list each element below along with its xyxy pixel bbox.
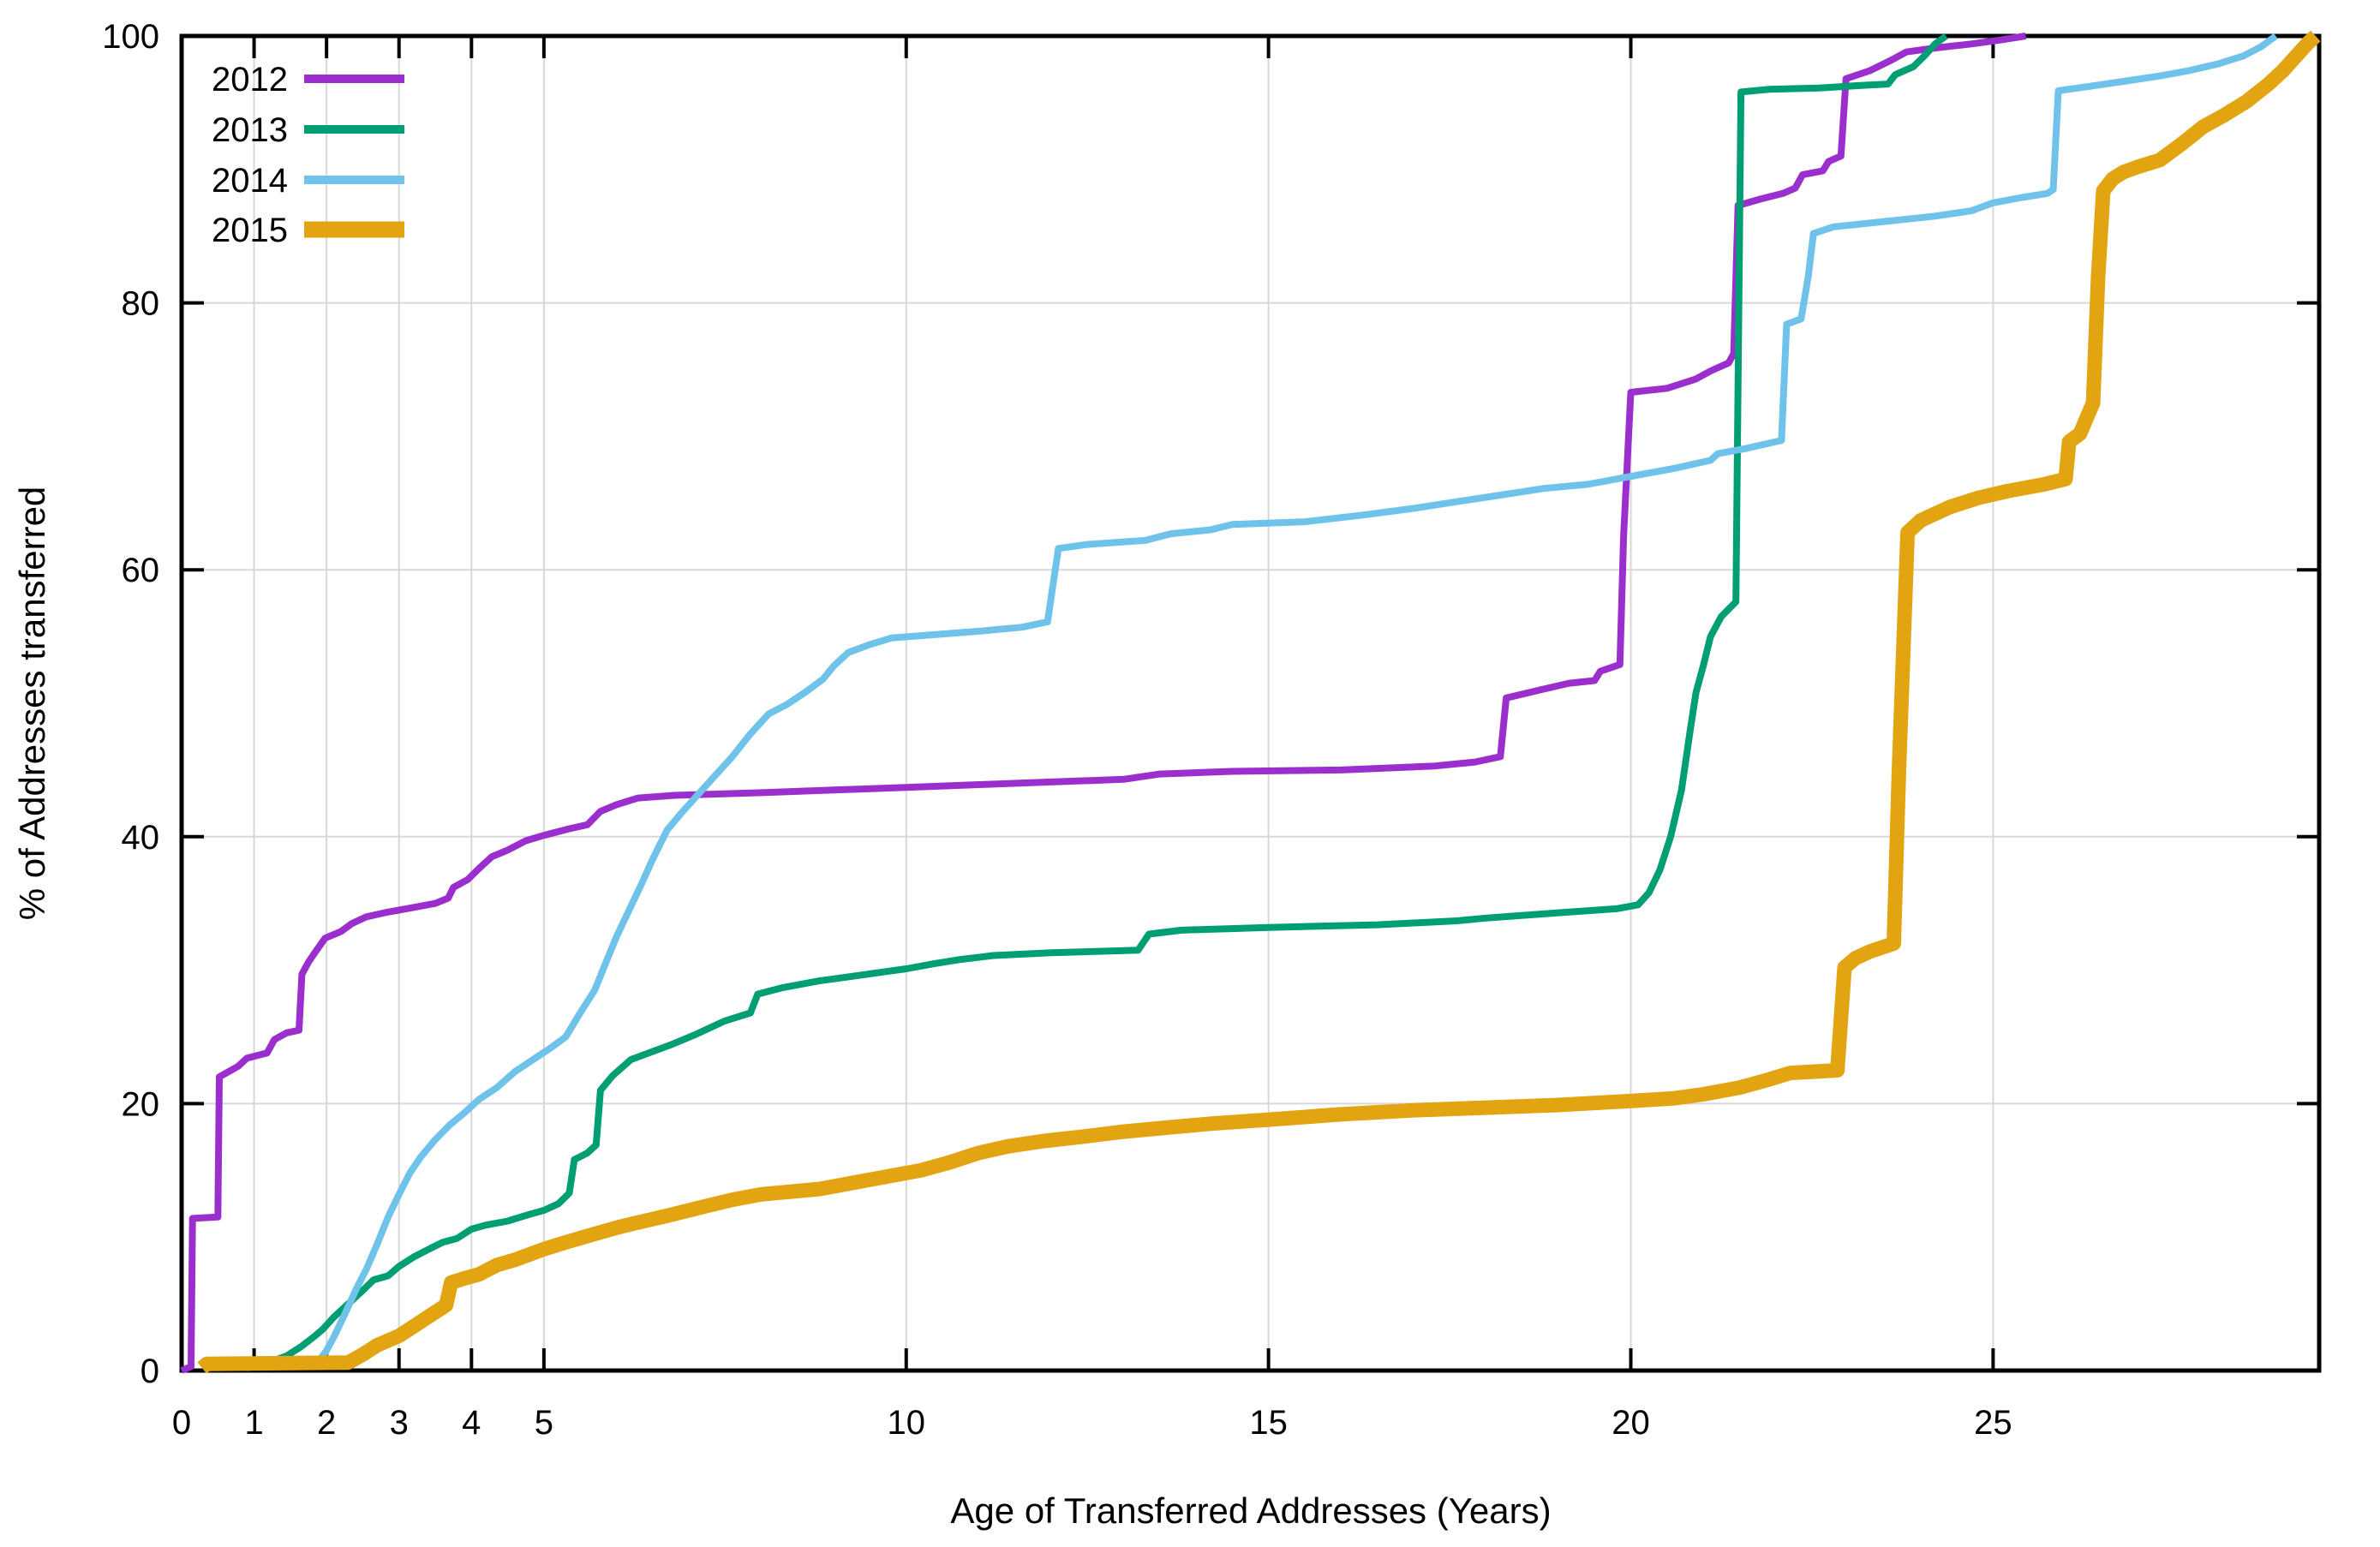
series-line-2013 [246, 33, 1948, 1371]
series-line-2015 [197, 30, 2321, 1374]
y-tick-label-60: 60 [122, 552, 160, 589]
legend-label-2014: 2014 [212, 162, 288, 200]
y-tick-label-100: 100 [102, 18, 159, 56]
y-tick-label-20: 20 [122, 1085, 160, 1123]
y-tick-label-80: 80 [122, 285, 160, 323]
series-line-2012 [180, 33, 2027, 1374]
x-tick-label-1: 1 [244, 1404, 263, 1442]
plot-frame [179, 33, 2322, 1373]
series-line-2014 [310, 33, 2278, 1371]
x-tick-label-3: 3 [390, 1404, 409, 1442]
x-tick-label-4: 4 [462, 1404, 481, 1442]
x-tick-label-10: 10 [888, 1404, 926, 1442]
legend: 2012 2013 2014 2015 [212, 61, 404, 249]
legend-entry-2014: 2014 [212, 162, 404, 200]
legend-entry-2013: 2013 [212, 111, 404, 149]
tick-labels: 0 1 2 3 4 5 10 15 20 25 0 20 40 60 80 100 [102, 18, 2012, 1442]
plot-border [179, 33, 2322, 1373]
legend-label-2012: 2012 [212, 61, 288, 99]
x-tick-label-25: 25 [1974, 1404, 2012, 1442]
gridlines [182, 36, 2319, 1371]
axis-ticks [180, 34, 2319, 1372]
x-tick-label-5: 5 [535, 1404, 553, 1442]
x-tick-label-0: 0 [172, 1404, 191, 1442]
legend-label-2013: 2013 [212, 111, 288, 149]
y-tick-label-40: 40 [122, 819, 160, 857]
y-axis-title: % of Addresses transferred [12, 487, 52, 921]
y-tick-label-0: 0 [141, 1353, 159, 1390]
x-tick-label-2: 2 [317, 1404, 336, 1442]
legend-label-2015: 2015 [212, 212, 288, 249]
data-series [180, 30, 2321, 1374]
legend-entry-2015: 2015 [212, 212, 404, 249]
legend-entry-2012: 2012 [212, 61, 404, 99]
x-axis-title: Age of Transferred Addresses (Years) [950, 1490, 1551, 1531]
x-tick-label-15: 15 [1249, 1404, 1288, 1442]
x-tick-label-20: 20 [1612, 1404, 1650, 1442]
